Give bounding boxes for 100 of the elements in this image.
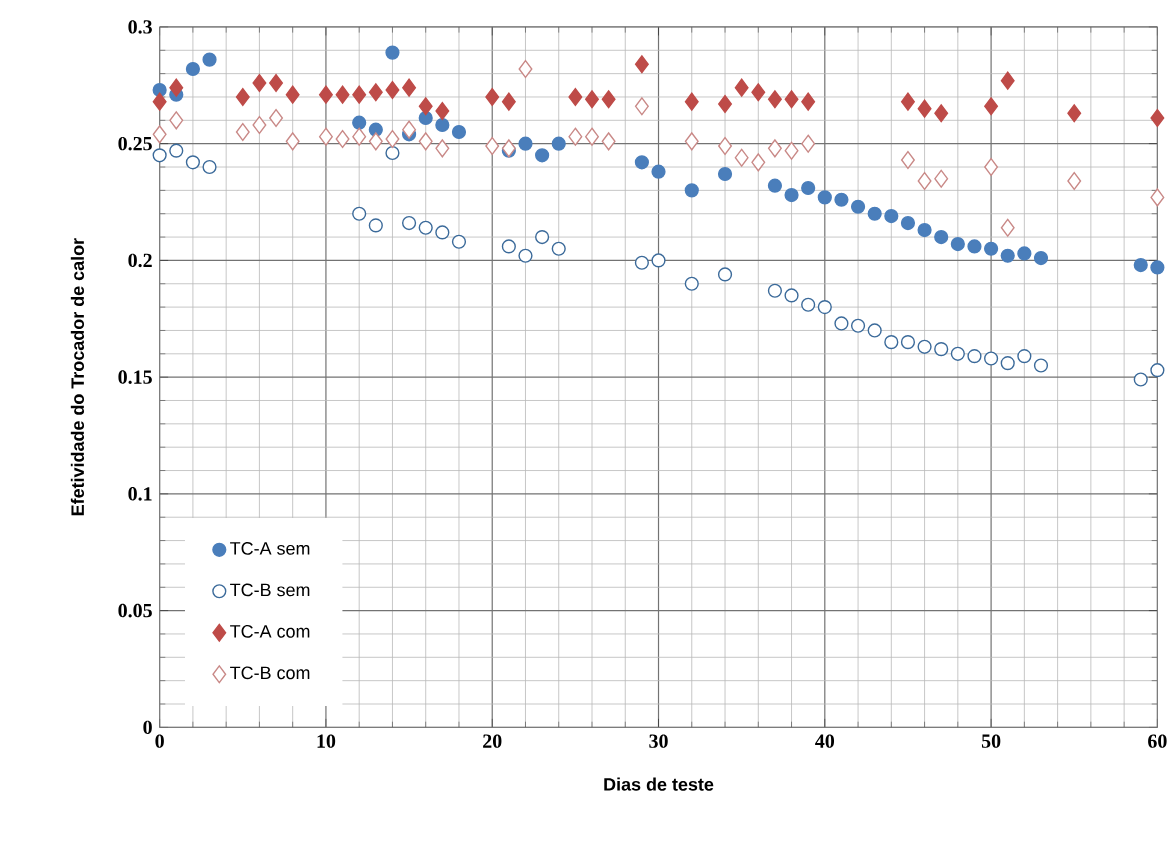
point xyxy=(269,108,284,128)
y-tick-label: 0.05 xyxy=(118,603,152,618)
point xyxy=(917,222,932,238)
point xyxy=(285,132,300,151)
x-tick-label: 40 xyxy=(815,734,835,748)
point xyxy=(535,148,550,163)
point xyxy=(734,78,749,97)
point xyxy=(917,99,932,118)
point xyxy=(717,166,733,182)
point xyxy=(585,127,599,146)
point xyxy=(684,183,699,198)
point xyxy=(435,139,450,158)
point xyxy=(402,78,417,97)
point xyxy=(850,199,866,214)
point xyxy=(967,239,982,254)
point xyxy=(784,288,799,303)
point xyxy=(1000,218,1015,237)
point xyxy=(801,92,816,111)
point xyxy=(1033,250,1049,266)
point xyxy=(318,85,333,104)
point xyxy=(585,90,599,109)
point xyxy=(568,127,583,146)
point xyxy=(950,346,965,361)
point xyxy=(718,94,733,114)
x-tick-label: 0 xyxy=(155,734,164,748)
point xyxy=(801,134,816,153)
point xyxy=(834,192,849,207)
point xyxy=(518,248,533,263)
y-tick-label: 0.3 xyxy=(128,20,152,34)
x-tick-label: 10 xyxy=(317,734,336,748)
x-tick-label: 60 xyxy=(1148,734,1167,748)
point xyxy=(767,178,782,193)
point xyxy=(451,234,467,249)
legend-label: TC-A sem xyxy=(230,542,310,555)
point xyxy=(368,218,383,233)
point xyxy=(368,83,383,102)
y-axis-title: Efetividade do Trocador de calor xyxy=(70,238,85,516)
point xyxy=(634,97,649,116)
point xyxy=(734,148,749,167)
point xyxy=(834,316,849,331)
point xyxy=(884,208,899,224)
point xyxy=(950,236,965,252)
point xyxy=(235,87,250,107)
point xyxy=(784,187,799,203)
point xyxy=(900,92,915,111)
point xyxy=(751,83,766,102)
point xyxy=(1000,71,1015,90)
point xyxy=(634,255,649,270)
point xyxy=(385,145,400,161)
point xyxy=(967,349,982,364)
x-tick-label: 50 xyxy=(981,734,1001,748)
point xyxy=(817,299,832,315)
point xyxy=(435,225,450,240)
point xyxy=(152,148,167,163)
point xyxy=(169,111,184,130)
point xyxy=(634,155,649,170)
y-tick-label: 0.2 xyxy=(128,253,152,268)
point xyxy=(934,104,949,123)
point xyxy=(751,153,766,172)
point xyxy=(352,115,367,130)
point xyxy=(934,229,949,245)
point xyxy=(402,120,417,139)
point xyxy=(152,125,167,144)
point xyxy=(518,59,533,79)
point xyxy=(900,150,915,170)
x-tick-label: 20 xyxy=(483,734,502,748)
point xyxy=(551,241,566,256)
point xyxy=(1017,349,1032,364)
point xyxy=(185,61,200,77)
y-tick-label: 0.15 xyxy=(118,370,152,384)
point xyxy=(252,73,267,93)
point xyxy=(1067,104,1082,123)
point xyxy=(551,136,566,151)
point xyxy=(767,139,782,158)
point xyxy=(601,132,616,151)
y-tick-label: 0.25 xyxy=(118,136,152,151)
point xyxy=(684,92,699,111)
point xyxy=(934,169,949,188)
point xyxy=(784,90,799,109)
point xyxy=(518,136,533,151)
point xyxy=(202,52,217,67)
point xyxy=(385,45,400,60)
point xyxy=(917,171,932,191)
point xyxy=(202,159,217,175)
point xyxy=(1000,356,1015,371)
point xyxy=(684,276,699,291)
point xyxy=(285,85,300,104)
point xyxy=(651,253,666,268)
point xyxy=(884,335,899,350)
point xyxy=(568,87,583,107)
point xyxy=(1133,372,1148,387)
point xyxy=(185,155,200,170)
point xyxy=(318,127,333,146)
point xyxy=(634,55,649,74)
point xyxy=(718,136,733,156)
point xyxy=(352,127,367,146)
point xyxy=(717,267,733,282)
point xyxy=(767,90,782,109)
point xyxy=(418,97,433,116)
point xyxy=(817,190,832,205)
